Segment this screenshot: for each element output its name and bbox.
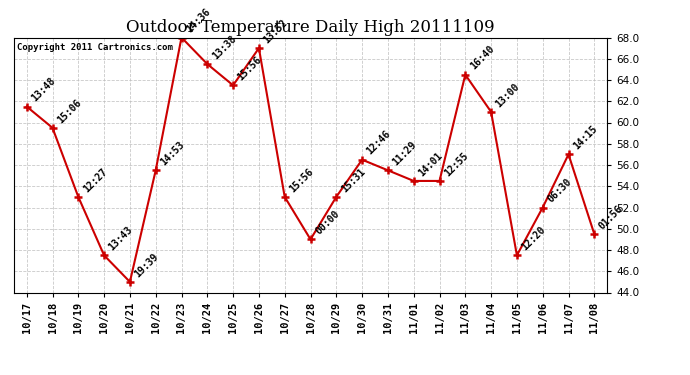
- Text: 00:00: 00:00: [313, 209, 341, 237]
- Text: 13:38: 13:38: [210, 33, 238, 61]
- Text: 06:30: 06:30: [546, 177, 573, 205]
- Text: 15:56: 15:56: [236, 55, 264, 82]
- Text: 13:52: 13:52: [262, 18, 290, 45]
- Text: 01:56: 01:56: [597, 204, 625, 231]
- Text: 14:01: 14:01: [417, 150, 444, 178]
- Text: 12:27: 12:27: [81, 166, 109, 194]
- Text: 12:20: 12:20: [520, 225, 548, 252]
- Text: 12:46: 12:46: [365, 129, 393, 157]
- Text: 15:31: 15:31: [339, 166, 367, 194]
- Text: 19:39: 19:39: [132, 251, 161, 279]
- Text: 13:48: 13:48: [30, 76, 57, 104]
- Text: 16:40: 16:40: [468, 44, 496, 72]
- Text: 14:15: 14:15: [571, 124, 599, 152]
- Text: 13:43: 13:43: [107, 225, 135, 252]
- Text: 15:56: 15:56: [288, 166, 315, 194]
- Text: 15:06: 15:06: [55, 97, 83, 125]
- Text: Copyright 2011 Cartronics.com: Copyright 2011 Cartronics.com: [17, 43, 172, 52]
- Text: 14:53: 14:53: [159, 140, 186, 168]
- Text: 13:00: 13:00: [494, 81, 522, 109]
- Title: Outdoor Temperature Daily High 20111109: Outdoor Temperature Daily High 20111109: [126, 19, 495, 36]
- Text: 11:29: 11:29: [391, 140, 419, 168]
- Text: 12:55: 12:55: [442, 150, 470, 178]
- Text: 14:36: 14:36: [184, 7, 212, 35]
